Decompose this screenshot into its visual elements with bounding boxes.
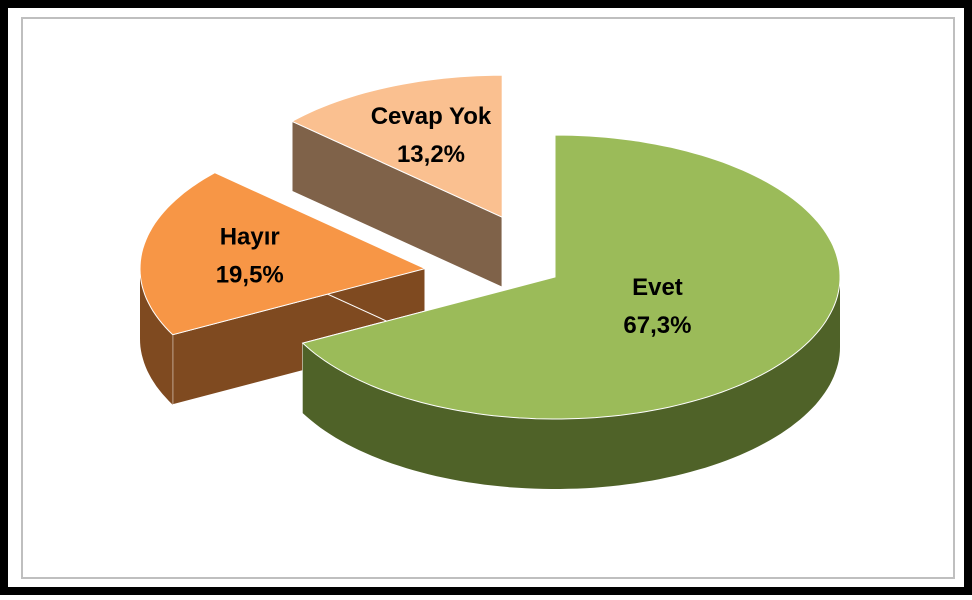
- value-label: 13,2%: [397, 141, 465, 168]
- slice-side: [302, 277, 840, 489]
- value-label: 67,3%: [623, 312, 691, 339]
- slice-label: Evet: [632, 274, 683, 301]
- slice-label: Cevap Yok: [371, 103, 492, 130]
- slice-label: Hayır: [220, 224, 280, 251]
- pie: Evet 67,3% Hayır 19,5% Cevap Yok 13,2%: [139, 74, 841, 489]
- slice: [290, 74, 503, 218]
- value-label: 19,5%: [216, 262, 284, 289]
- slice: [139, 172, 427, 336]
- slice: [301, 134, 841, 420]
